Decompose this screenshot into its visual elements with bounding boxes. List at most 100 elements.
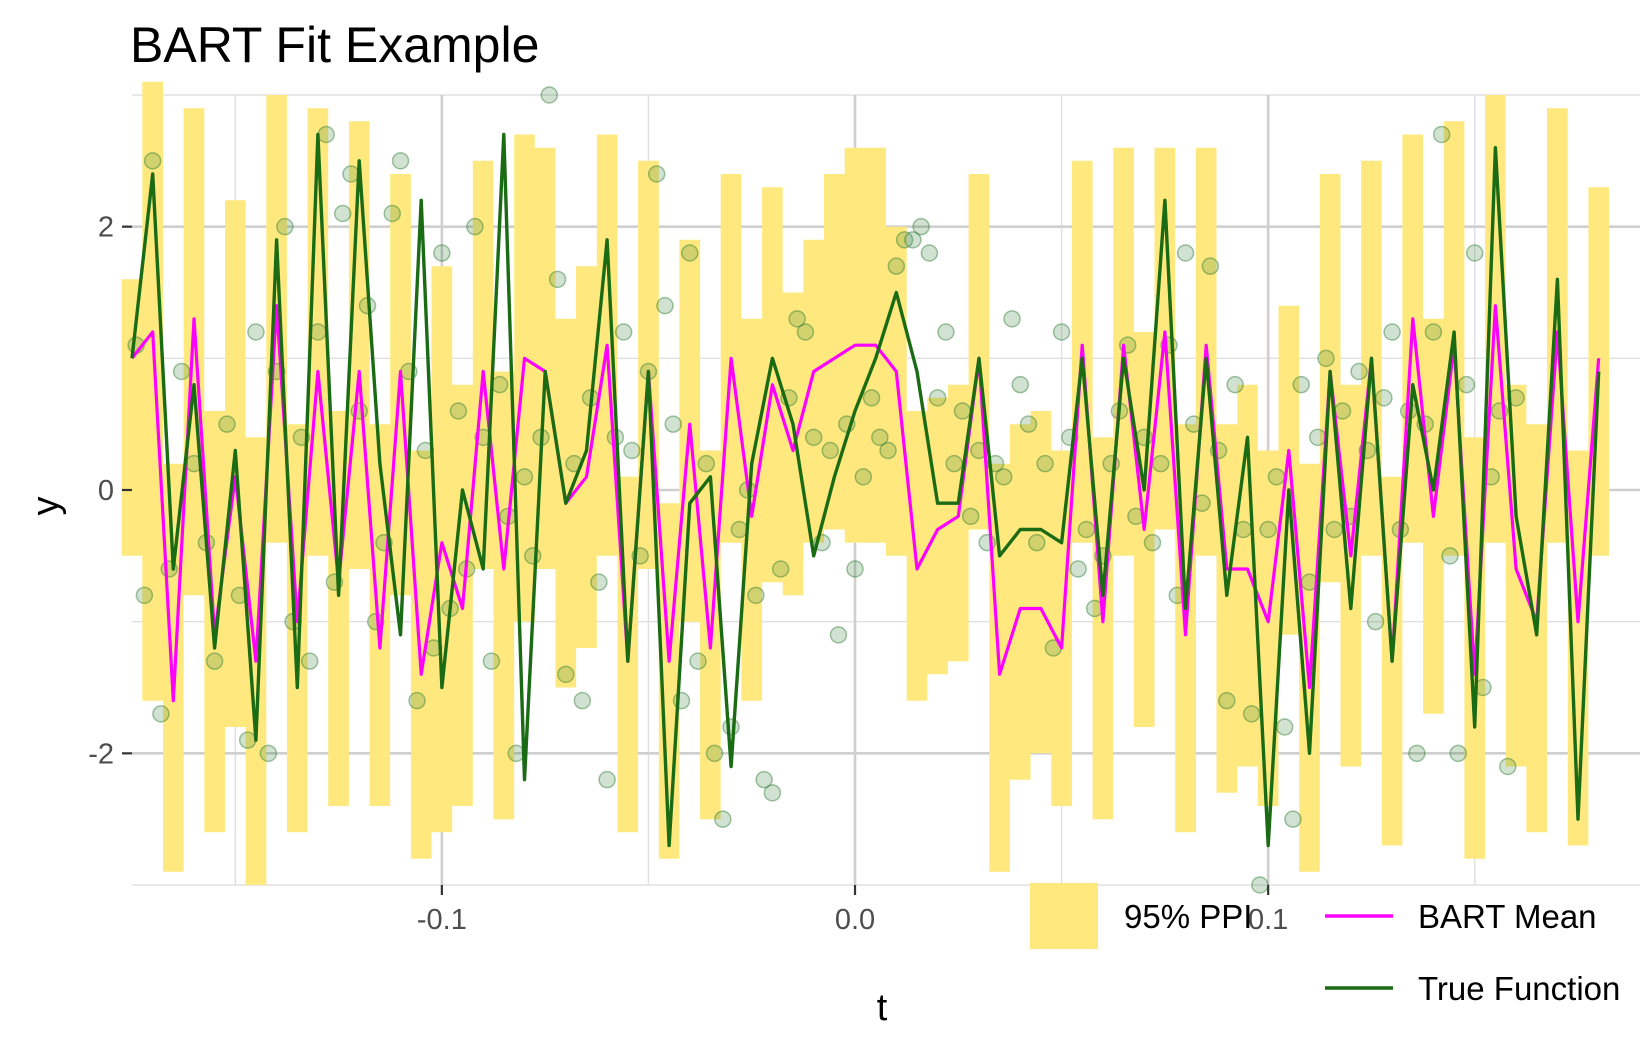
y-axis-ticks: -2 0 2 (88, 212, 132, 770)
observation-point (1350, 362, 1368, 381)
observation-point (1408, 744, 1426, 763)
observation-point (408, 691, 426, 710)
y-tick-label: 0 (98, 475, 114, 507)
observation-point (804, 428, 823, 447)
observation-point (573, 691, 592, 710)
observation-point (1457, 375, 1476, 394)
observation-point (854, 468, 873, 486)
observation-point (1003, 310, 1021, 328)
observation-point (1218, 691, 1236, 710)
observation-point (1441, 547, 1459, 565)
y-axis-title: y (25, 497, 67, 516)
observation-point (1308, 428, 1327, 447)
legend-label-ppi: 95% PPI (1124, 898, 1252, 935)
observation-point (466, 217, 484, 236)
observation-point (1383, 323, 1401, 341)
observation-point (1011, 375, 1030, 394)
observation-point (482, 652, 501, 670)
observation-point (1251, 876, 1269, 894)
observation-point (557, 665, 575, 684)
observation-point (912, 217, 930, 236)
legend-key-ppi (1030, 883, 1098, 949)
ppi-band (121, 81, 1610, 886)
observation-point (871, 428, 889, 447)
observation-point (755, 770, 773, 789)
bart-mean-line (130, 304, 1601, 703)
observation-point (135, 586, 154, 605)
observation-point (937, 323, 955, 341)
observation-point (433, 244, 451, 262)
observation-point (1019, 415, 1038, 433)
y-tick-label: 2 (98, 212, 114, 244)
observation-point (205, 652, 224, 670)
observation-point (515, 468, 534, 486)
observation-point (895, 231, 914, 249)
x-tick-label: 0.1 (1248, 904, 1288, 936)
observation-point (172, 362, 191, 381)
observation-point (598, 770, 616, 789)
observation-point (681, 244, 699, 262)
true-function-layer (130, 132, 1601, 848)
observation-point (928, 389, 947, 407)
observation-point (490, 375, 509, 394)
observation-point (647, 165, 666, 183)
observation-point (1226, 375, 1244, 394)
observation-point (1366, 612, 1385, 631)
observation-point (1317, 349, 1335, 368)
observation-point (788, 310, 806, 328)
observation-point (961, 507, 980, 526)
observation-point (276, 217, 294, 236)
observation-point (383, 204, 402, 223)
observation-point (1465, 244, 1484, 262)
observation-point (548, 270, 567, 289)
observation-point (730, 520, 749, 539)
ppi-band-layer (121, 81, 1610, 886)
observation-point (747, 586, 765, 605)
observation-point (821, 441, 839, 460)
observation-point (1499, 757, 1517, 776)
observation-point (1432, 125, 1451, 144)
observation-point (143, 152, 162, 170)
observation-point (317, 125, 335, 144)
observation-point (904, 231, 922, 249)
observation-point (722, 718, 740, 736)
legend-label-bart-mean: BART Mean (1418, 898, 1597, 935)
observation-point (1284, 810, 1302, 828)
observation-point (953, 402, 972, 420)
observation-point (887, 257, 906, 275)
observation-point (1069, 560, 1087, 578)
observation-point (1267, 468, 1286, 486)
observation-point (1028, 533, 1046, 552)
observation-point (1077, 520, 1096, 539)
observation-point (664, 415, 682, 433)
observation-point (879, 441, 897, 460)
observation-point (705, 744, 724, 763)
observation-points (127, 86, 1525, 894)
observation-point (1036, 454, 1054, 473)
observation-point (994, 468, 1013, 486)
observation-point (333, 204, 352, 223)
observation-point (218, 415, 236, 433)
observation-point (763, 784, 782, 802)
y-tick-label: -2 (88, 738, 114, 770)
observation-point (1102, 454, 1120, 473)
observation-point (846, 560, 864, 578)
x-axis-title: t (877, 987, 888, 1029)
observation-point (796, 323, 815, 341)
x-tick-label: 0.0 (835, 904, 875, 936)
observation-point (590, 573, 608, 591)
bart-mean-layer (130, 304, 1601, 703)
observation-point (714, 810, 732, 828)
observation-point (1242, 705, 1261, 723)
observation-point (449, 402, 468, 420)
observation-point (829, 626, 848, 644)
observation-point (920, 244, 939, 262)
legend-label-true-function: True Function (1418, 970, 1620, 1007)
observation-point (771, 560, 790, 578)
observation-point (1449, 744, 1467, 763)
legend: 95% PPI BART Mean True Function (1030, 883, 1620, 1007)
observation-point (623, 441, 641, 460)
observation-point (1375, 389, 1393, 407)
observation-point (391, 152, 410, 170)
